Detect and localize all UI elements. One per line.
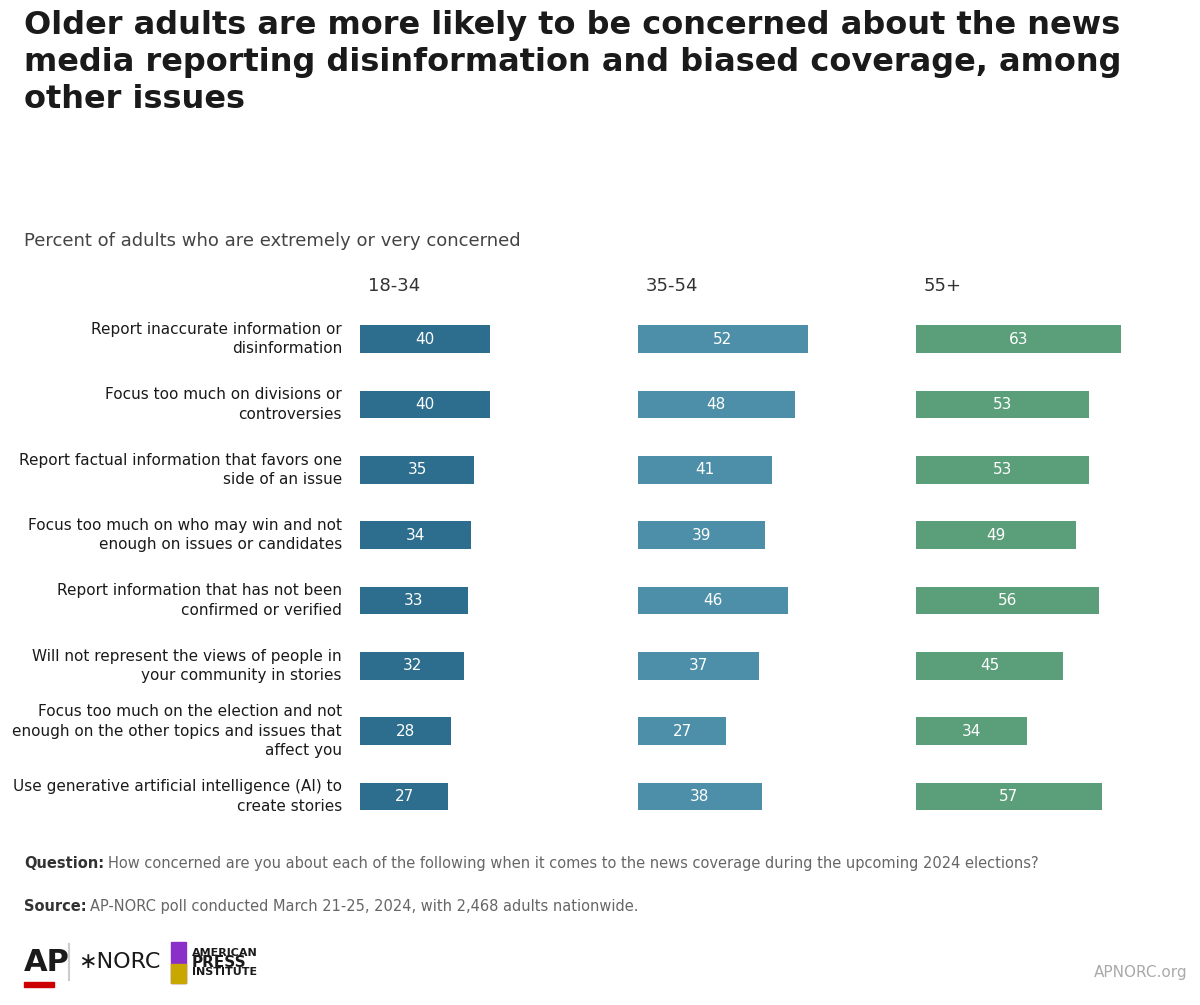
Text: 18-34: 18-34 [368, 277, 420, 295]
Text: 45: 45 [979, 658, 1000, 673]
Text: 33: 33 [404, 593, 424, 608]
Text: Question:: Question: [24, 855, 104, 870]
Text: 53: 53 [992, 462, 1012, 477]
Text: 34: 34 [961, 724, 982, 739]
Text: INSTITUTE: INSTITUTE [192, 967, 257, 977]
Text: How concerned are you about each of the following when it comes to the news cove: How concerned are you about each of the … [108, 855, 1038, 870]
Text: 56: 56 [997, 593, 1018, 608]
Text: 35: 35 [407, 462, 427, 477]
Text: 52: 52 [713, 332, 732, 347]
Text: 55+: 55+ [924, 277, 962, 295]
Text: 40: 40 [415, 397, 434, 412]
Text: 48: 48 [707, 397, 726, 412]
Text: 39: 39 [692, 528, 712, 543]
Text: 38: 38 [690, 789, 709, 804]
Text: ∗NORC: ∗NORC [78, 953, 161, 972]
Text: Report inaccurate information or
disinformation: Report inaccurate information or disinfo… [91, 322, 342, 357]
Text: 28: 28 [396, 724, 415, 739]
Text: Use generative artificial intelligence (AI) to
create stories: Use generative artificial intelligence (… [13, 779, 342, 814]
Bar [24, 982, 54, 987]
Text: AP: AP [24, 948, 70, 977]
Text: Percent of adults who are extremely or very concerned: Percent of adults who are extremely or v… [24, 232, 521, 250]
Text: 27: 27 [672, 724, 691, 739]
Text: AP-NORC poll conducted March 21-25, 2024, with 2,468 adults nationwide.: AP-NORC poll conducted March 21-25, 2024… [90, 899, 638, 915]
Text: 63: 63 [1009, 332, 1028, 347]
Text: Focus too much on the election and not
enough on the other topics and issues tha: Focus too much on the election and not e… [12, 705, 342, 758]
Text: 37: 37 [689, 658, 708, 673]
Text: 41: 41 [695, 462, 714, 477]
Text: Will not represent the views of people in
your community in stories: Will not represent the views of people i… [32, 648, 342, 683]
Text: PRESS: PRESS [192, 955, 247, 970]
Bar [172, 964, 186, 983]
Text: 46: 46 [703, 593, 722, 608]
Text: 35-54: 35-54 [646, 277, 698, 295]
Text: Report information that has not been
confirmed or verified: Report information that has not been con… [56, 583, 342, 618]
Text: AMERICAN: AMERICAN [192, 949, 258, 958]
Text: 27: 27 [395, 789, 414, 804]
Text: 53: 53 [992, 397, 1012, 412]
Bar [172, 942, 186, 983]
Text: APNORC.org: APNORC.org [1094, 965, 1188, 980]
Text: 57: 57 [1000, 789, 1019, 804]
Text: Focus too much on who may win and not
enough on issues or candidates: Focus too much on who may win and not en… [28, 518, 342, 553]
Text: 49: 49 [986, 528, 1006, 543]
Text: Source:: Source: [24, 899, 86, 915]
Text: 34: 34 [406, 528, 425, 543]
Text: Older adults are more likely to be concerned about the news
media reporting disi: Older adults are more likely to be conce… [24, 10, 1122, 115]
Text: Report factual information that favors one
side of an issue: Report factual information that favors o… [19, 452, 342, 487]
Text: 32: 32 [402, 658, 422, 673]
Text: 40: 40 [415, 332, 434, 347]
Text: Focus too much on divisions or
controversies: Focus too much on divisions or controver… [106, 387, 342, 422]
